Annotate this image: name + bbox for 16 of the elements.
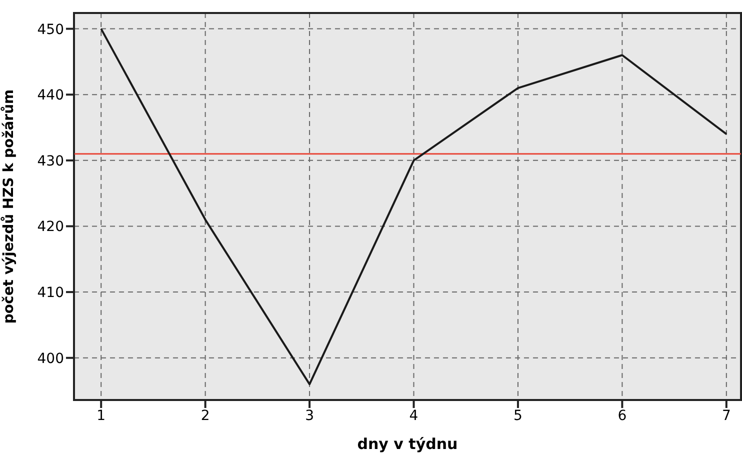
- y-tick-label: 440: [37, 88, 64, 104]
- y-tick-label: 420: [37, 219, 64, 236]
- y-axis-title: počet výjezdů HZS k požárům: [0, 89, 17, 324]
- x-tick-label: 6: [618, 408, 627, 424]
- line-series: [100, 28, 728, 386]
- x-tick-label: 7: [722, 408, 731, 424]
- x-tick-label: 2: [200, 408, 210, 424]
- y-tick-label: 430: [37, 153, 64, 170]
- x-tick-label: 4: [409, 408, 418, 424]
- x-tick-label: 5: [514, 408, 522, 424]
- y-tick-label: 400: [37, 350, 64, 367]
- x-axis-title: dny v týdnu: [357, 435, 458, 453]
- x-tick-label: 1: [96, 408, 106, 424]
- y-tick-label: 450: [37, 22, 64, 38]
- x-tick-label: 3: [305, 408, 314, 424]
- y-tick-label: 410: [37, 285, 64, 302]
